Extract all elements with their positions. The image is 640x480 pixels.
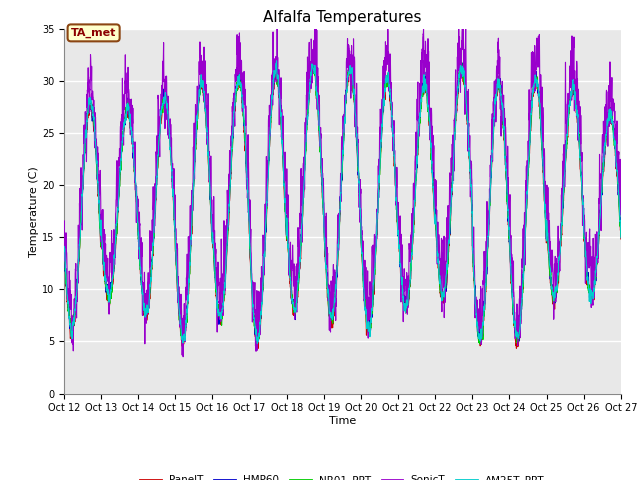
Text: TA_met: TA_met (71, 28, 116, 38)
Title: Alfalfa Temperatures: Alfalfa Temperatures (263, 10, 422, 25)
Y-axis label: Temperature (C): Temperature (C) (29, 166, 39, 257)
X-axis label: Time: Time (329, 416, 356, 426)
Legend: PanelT, HMP60, NR01_PRT, SonicT, AM25T_PRT: PanelT, HMP60, NR01_PRT, SonicT, AM25T_P… (136, 471, 548, 480)
